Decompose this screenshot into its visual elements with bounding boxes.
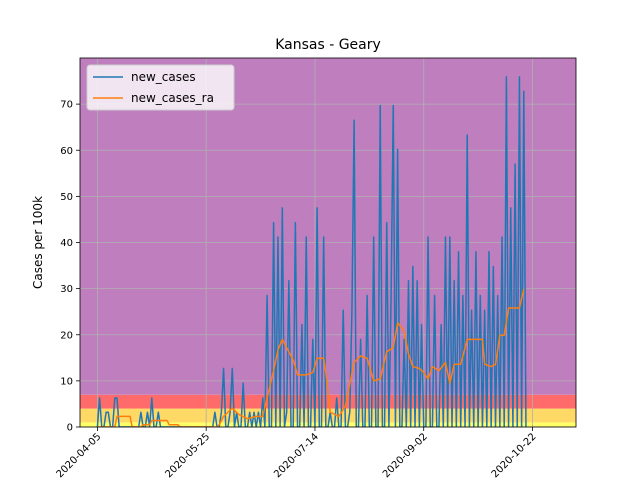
x-tick-label: 2020-05-25 — [163, 431, 212, 480]
y-tick-label: 50 — [60, 192, 73, 203]
chart-title: Kansas - Geary — [275, 37, 381, 53]
risk-band-3 — [80, 58, 576, 395]
legend: new_cases new_cases_ra — [86, 64, 235, 111]
legend-box — [86, 64, 235, 111]
series-layer — [96, 76, 527, 427]
y-tick-label: 0 — [67, 423, 73, 434]
y-axis: 0 10 20 30 40 50 60 70 — [60, 100, 80, 434]
legend-label-new-cases-ra: new_cases_ra — [131, 91, 214, 105]
y-tick-label: 40 — [60, 238, 73, 249]
x-tick-label: 2020-10-22 — [490, 431, 539, 480]
background-bands — [80, 58, 576, 427]
y-tick-label: 10 — [60, 376, 73, 387]
y-tick-label: 30 — [60, 284, 73, 295]
y-tick-label: 70 — [60, 100, 73, 111]
x-tick-label: 2020-04-05 — [55, 431, 104, 480]
series-line-new-cases-ra — [97, 288, 525, 427]
y-tick-label: 60 — [60, 146, 73, 157]
x-tick-label: 2020-07-14 — [272, 431, 321, 480]
legend-label-new-cases: new_cases — [131, 70, 196, 84]
x-tick-label: 2020-09-02 — [381, 431, 430, 480]
y-tick-label: 20 — [60, 330, 73, 341]
series-line-new-cases — [96, 76, 527, 427]
x-axis: 2020-04-05 2020-05-25 2020-07-14 2020-09-02… — [55, 427, 539, 480]
y-axis-label: Cases per 100k — [31, 196, 45, 289]
